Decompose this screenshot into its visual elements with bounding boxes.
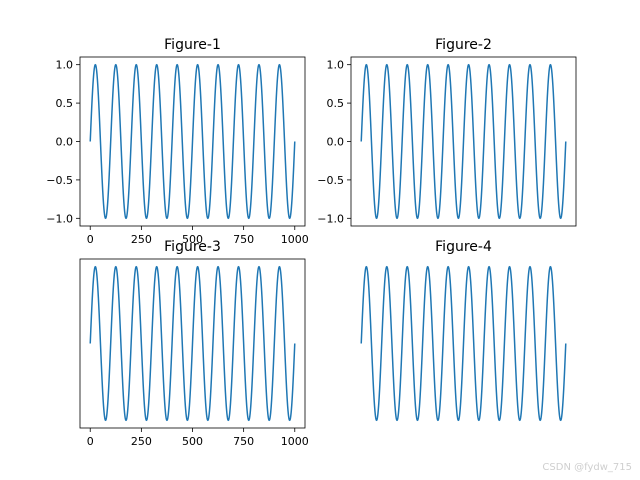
axes-figure-1-ytick-label: 1.0 bbox=[56, 59, 74, 72]
axes-figure-3-xtick-label: 1000 bbox=[281, 435, 309, 448]
watermark: CSDN @fydw_715 bbox=[542, 462, 632, 473]
axes-figure-2-ytick-label: 1.0 bbox=[327, 59, 345, 72]
axes-figure-1-ytick-label: 0.5 bbox=[56, 97, 74, 110]
axes-figure-4-title: Figure-4 bbox=[435, 239, 492, 255]
axes-figure-2-ytick-label: −1.0 bbox=[317, 212, 344, 225]
axes-figure-3: 0 250 500 750 1000 Figure-3 bbox=[79, 239, 309, 448]
axes-figure-2-ytick-label: −0.5 bbox=[317, 174, 344, 187]
axes-figure-1-ytick-label: −0.5 bbox=[46, 174, 73, 187]
axes-figure-4: Figure-4 bbox=[360, 239, 567, 422]
axes-figure-3-series-line bbox=[89, 265, 296, 422]
axes-figure-3-xtick-label: 750 bbox=[233, 435, 254, 448]
axes-figure-4-series-line bbox=[360, 265, 567, 422]
axes-figure-2-title: Figure-2 bbox=[435, 37, 492, 53]
axes-figure-1-ytick-label: 0.0 bbox=[56, 136, 74, 149]
axes-figure-1-title: Figure-1 bbox=[164, 37, 221, 53]
axes-figure-2-ytick-label: 0.0 bbox=[327, 136, 345, 149]
axes-figure-2: −1.0 −0.5 0.0 0.5 1.0 Figure-2 bbox=[317, 37, 577, 227]
axes-figure-1: 0 250 500 750 1000 −1.0 −0.5 0.0 0.5 1.0 Figure-1 bbox=[46, 37, 308, 246]
axes-figure-2-series-line bbox=[360, 63, 567, 220]
axes-figure-3-xtick-label: 0 bbox=[87, 435, 94, 448]
axes-figure-3-xtick-label: 250 bbox=[131, 435, 152, 448]
axes-figure-1-xtick-label: 250 bbox=[131, 233, 152, 246]
axes-figure-1-ytick-label: −1.0 bbox=[46, 212, 73, 225]
axes-figure-1-xtick-label: 1000 bbox=[281, 233, 309, 246]
axes-figure-1-series-line bbox=[89, 63, 296, 220]
axes-figure-1-xtick-label: 750 bbox=[233, 233, 254, 246]
axes-figure-1-xtick-label: 500 bbox=[182, 233, 203, 246]
axes-figure-2-ytick-label: 0.5 bbox=[327, 97, 345, 110]
axes-figure-3-xtick-label: 500 bbox=[182, 435, 203, 448]
axes-figure-3-title: Figure-3 bbox=[164, 239, 221, 255]
axes-figure-1-xtick-label: 0 bbox=[87, 233, 94, 246]
